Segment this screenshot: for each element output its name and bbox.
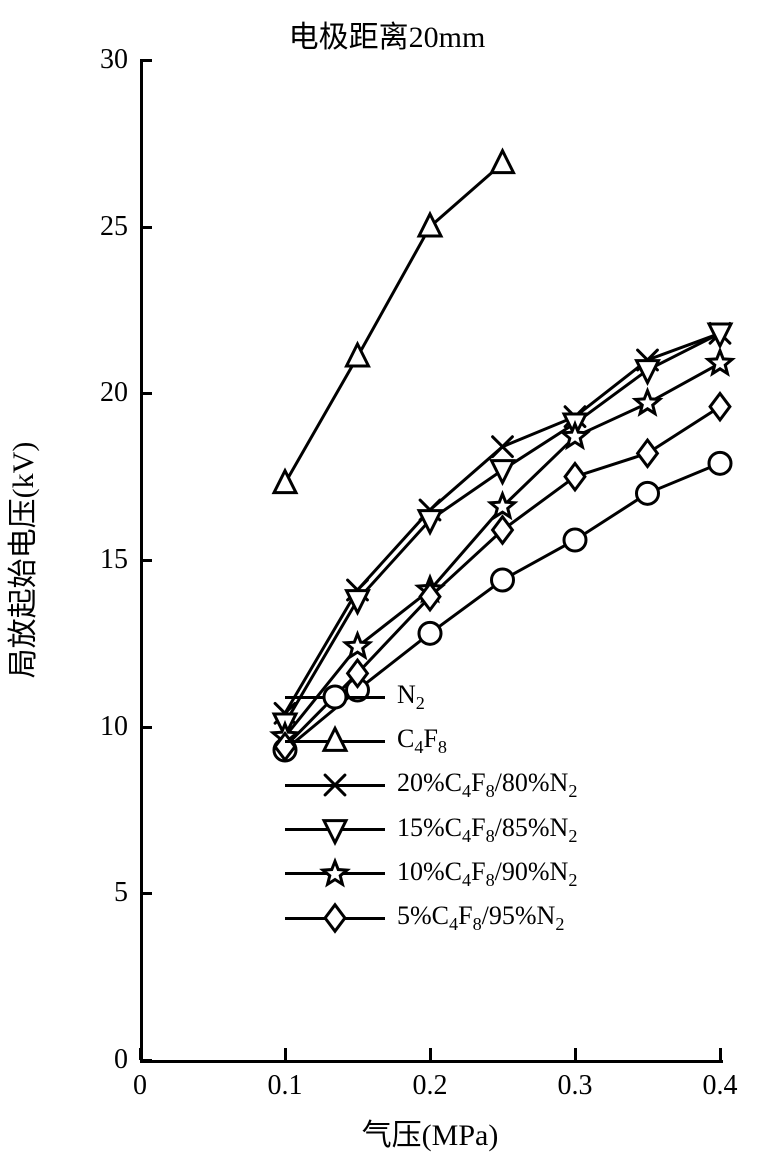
legend-line bbox=[285, 828, 385, 831]
series-marker bbox=[635, 391, 659, 414]
series-marker bbox=[274, 471, 296, 493]
legend-item: 20%C4F8/80%N2 bbox=[285, 768, 577, 802]
legend-item: 15%C4F8/85%N2 bbox=[285, 813, 577, 847]
legend-label: 5%C4F8/95%N2 bbox=[397, 901, 564, 935]
x-tick-label: 0.4 bbox=[690, 1070, 750, 1102]
legend: N2 C4F8 20%C4F8/80%N2 15%C4F8/85%N2 10%C4F8/… bbox=[285, 680, 577, 945]
legend-line bbox=[285, 784, 385, 787]
y-tick bbox=[140, 726, 152, 729]
series-line bbox=[285, 163, 503, 483]
legend-marker-star bbox=[313, 852, 357, 896]
series-marker bbox=[565, 463, 585, 489]
x-tick bbox=[574, 1048, 577, 1060]
series-marker bbox=[492, 569, 514, 591]
legend-label: N2 bbox=[397, 680, 425, 714]
legend-item: C4F8 bbox=[285, 724, 577, 758]
y-tick-label: 15 bbox=[100, 544, 128, 576]
series-marker bbox=[345, 634, 369, 657]
y-tick-label: 5 bbox=[114, 877, 128, 909]
x-tick-label: 0.1 bbox=[255, 1070, 315, 1102]
legend-label: C4F8 bbox=[397, 724, 447, 758]
x-tick-label: 0 bbox=[110, 1070, 170, 1102]
series-marker bbox=[492, 461, 514, 483]
legend-line bbox=[285, 740, 385, 743]
series-marker bbox=[708, 351, 732, 374]
x-tick bbox=[139, 1048, 142, 1060]
legend-line bbox=[285, 696, 385, 699]
legend-marker-x bbox=[313, 763, 357, 807]
legend-marker-diamond bbox=[313, 896, 357, 940]
x-tick bbox=[719, 1048, 722, 1060]
legend-item: 5%C4F8/95%N2 bbox=[285, 901, 577, 935]
legend-item: 10%C4F8/90%N2 bbox=[285, 857, 577, 891]
legend-marker-triangle-down bbox=[313, 808, 357, 852]
series-marker bbox=[492, 151, 514, 173]
series-marker bbox=[637, 361, 659, 383]
series-marker bbox=[709, 452, 731, 474]
x-axis-line bbox=[140, 1060, 723, 1063]
y-tick bbox=[140, 392, 152, 395]
y-tick-label: 25 bbox=[100, 211, 128, 243]
legend-label: 10%C4F8/90%N2 bbox=[397, 857, 577, 891]
legend-item: N2 bbox=[285, 680, 577, 714]
x-axis-label: 气压(MPa) bbox=[362, 1110, 499, 1154]
x-tick bbox=[284, 1048, 287, 1060]
y-tick-label: 20 bbox=[100, 377, 128, 409]
series-marker bbox=[564, 529, 586, 551]
legend-label: 20%C4F8/80%N2 bbox=[397, 768, 577, 802]
legend-line bbox=[285, 917, 385, 920]
x-tick bbox=[429, 1048, 432, 1060]
y-axis-label: 局放起始电压(kV) bbox=[0, 442, 42, 679]
y-tick bbox=[140, 559, 152, 562]
y-tick bbox=[140, 59, 152, 62]
series-marker bbox=[638, 440, 658, 466]
x-tick-label: 0.2 bbox=[400, 1070, 460, 1102]
series-marker bbox=[493, 517, 513, 543]
legend-marker-triangle bbox=[313, 719, 357, 763]
legend-line bbox=[285, 872, 385, 875]
series-marker bbox=[493, 437, 513, 457]
legend-label: 15%C4F8/85%N2 bbox=[397, 813, 577, 847]
chart-container: 电极距离20mm 局放起始电压(kV) 气压(MPa) N2C4F820%C4F… bbox=[0, 0, 774, 1153]
x-tick-label: 0.3 bbox=[545, 1070, 605, 1102]
legend-marker-circle bbox=[313, 675, 357, 719]
y-tick bbox=[140, 892, 152, 895]
series-marker bbox=[347, 344, 369, 366]
series-marker bbox=[419, 622, 441, 644]
series-marker bbox=[637, 482, 659, 504]
y-tick bbox=[140, 226, 152, 229]
series-marker bbox=[419, 214, 441, 236]
y-tick-label: 30 bbox=[100, 44, 128, 76]
series-marker bbox=[710, 393, 730, 419]
y-tick-label: 10 bbox=[100, 711, 128, 743]
